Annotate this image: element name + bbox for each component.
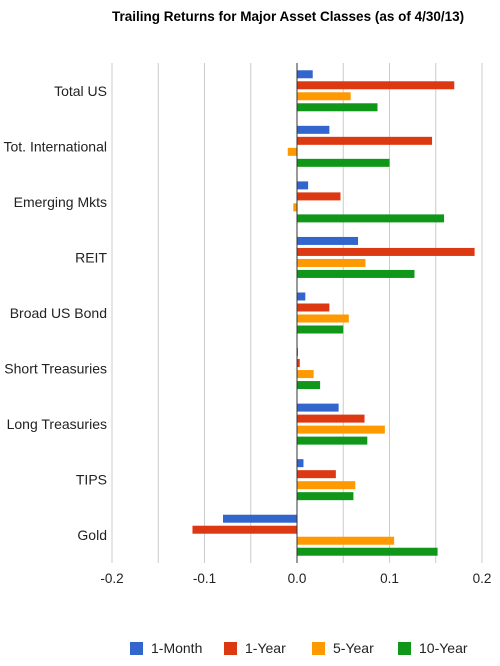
bar (192, 525, 297, 534)
bar (297, 158, 390, 167)
x-tick-label: -0.1 (193, 571, 216, 586)
bar (297, 103, 378, 112)
bar (297, 325, 344, 334)
bar (297, 214, 445, 223)
bar (297, 359, 300, 368)
legend-item: 1-Year (224, 638, 286, 658)
bar (297, 481, 356, 490)
bar (297, 236, 359, 245)
category-label: REIT (75, 249, 107, 265)
legend-label: 1-Year (245, 640, 286, 656)
category-label: Long Treasuries (7, 416, 107, 432)
category-labels: Total US Tot. International Emerging Mkts R… (3, 83, 107, 543)
bar (297, 492, 354, 501)
x-tick-label: 0.1 (380, 571, 399, 586)
category-label: TIPS (76, 472, 107, 488)
bar (297, 425, 385, 434)
bar (297, 292, 306, 301)
legend-swatch (130, 641, 143, 655)
bar (297, 536, 395, 545)
legend-item: 5-Year (312, 638, 374, 658)
x-tick-labels: -0.2 -0.1 0.0 0.1 0.2 (100, 571, 491, 586)
x-tick-label: 0.0 (288, 571, 307, 586)
legend-item: 1-Month (130, 638, 202, 658)
legend-label: 10-Year (419, 640, 468, 656)
bars (192, 70, 475, 556)
bar (297, 92, 351, 101)
bar (287, 147, 297, 156)
legend: 1-Month 1-Year 5-Year 10-Year (0, 638, 500, 658)
bar (297, 414, 365, 423)
category-label: Tot. International (3, 138, 107, 154)
bar (297, 181, 309, 190)
legend-label: 1-Month (151, 640, 203, 656)
legend-swatch (312, 641, 325, 655)
legend-item: 10-Year (398, 638, 468, 658)
category-label: Short Treasuries (4, 361, 107, 377)
legend-swatch (224, 641, 237, 655)
bar (297, 403, 339, 412)
legend-label: 5-Year (333, 640, 374, 656)
bar (297, 436, 368, 445)
category-label: Gold (77, 527, 107, 543)
bar (297, 247, 475, 256)
bar (297, 125, 330, 134)
bar (223, 514, 297, 523)
gridlines (111, 63, 483, 563)
bar (297, 303, 330, 312)
bar (293, 203, 297, 212)
chart-title: Trailing Returns for Major Asset Classes… (112, 9, 465, 24)
bar (297, 192, 341, 201)
x-tick-label: 0.2 (473, 571, 492, 586)
bar (297, 81, 455, 90)
category-label: Total US (54, 83, 107, 99)
bar (297, 547, 438, 556)
bar (297, 70, 313, 79)
bar-chart: Total US Tot. International Emerging Mkts R… (3, 63, 491, 586)
bar (297, 269, 415, 278)
legend-swatch (398, 641, 411, 655)
bar (297, 258, 366, 267)
bar (297, 470, 336, 479)
category-label: Broad US Bond (10, 305, 107, 321)
bar (297, 370, 314, 379)
x-tick-label: -0.2 (100, 571, 123, 586)
bar (297, 314, 349, 323)
category-label: Emerging Mkts (14, 194, 107, 210)
bar (297, 381, 321, 390)
bar (297, 136, 433, 145)
bar (297, 459, 304, 468)
